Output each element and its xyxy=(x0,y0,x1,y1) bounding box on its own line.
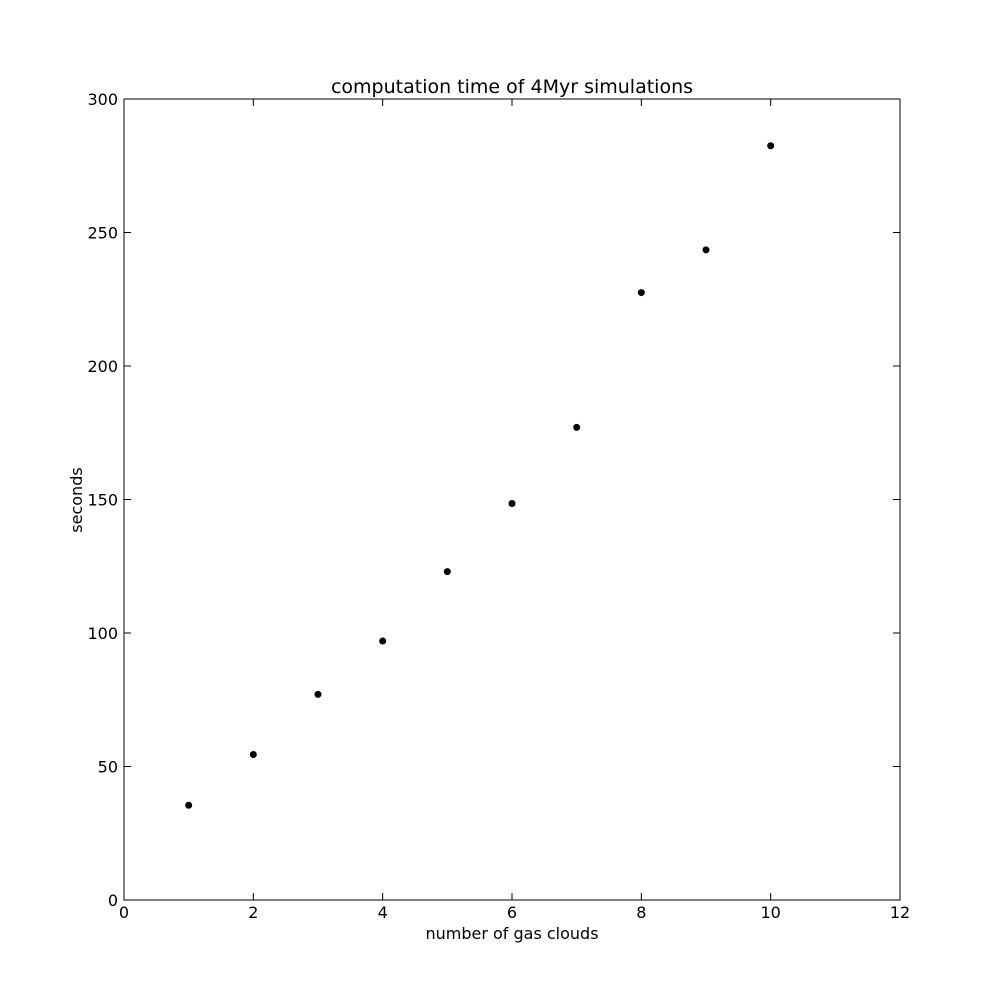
data-point xyxy=(637,289,645,297)
scatter-points xyxy=(185,142,775,809)
data-point xyxy=(702,246,710,254)
data-point xyxy=(767,142,775,150)
data-point xyxy=(573,423,581,431)
x-tick-label: 0 xyxy=(119,903,129,922)
y-tick-label: 150 xyxy=(87,491,118,510)
x-tick-label: 12 xyxy=(890,903,910,922)
data-point xyxy=(443,568,451,576)
data-point xyxy=(508,500,516,508)
x-tick-label: 6 xyxy=(507,903,517,922)
x-tick-label: 2 xyxy=(248,903,258,922)
y-tick-label: 100 xyxy=(87,624,118,643)
x-axis-label: number of gas clouds xyxy=(425,924,598,943)
y-axis-label: seconds xyxy=(67,467,86,532)
x-tick-label: 10 xyxy=(760,903,780,922)
y-tick-label: 300 xyxy=(87,90,118,109)
chart-title: computation time of 4Myr simulations xyxy=(331,76,693,98)
data-point xyxy=(314,690,322,698)
y-axis-ticks: 0 50 100 150 200 250 300 xyxy=(87,90,900,910)
x-tick-label: 4 xyxy=(378,903,388,922)
y-tick-label: 250 xyxy=(87,224,118,243)
data-point xyxy=(185,801,193,809)
y-tick-label: 50 xyxy=(98,758,118,777)
data-point xyxy=(249,750,257,758)
plot-frame xyxy=(123,98,901,901)
y-tick-label: 0 xyxy=(108,891,118,910)
data-point xyxy=(379,637,387,645)
x-tick-label: 8 xyxy=(636,903,646,922)
y-tick-label: 200 xyxy=(87,357,118,376)
x-axis-ticks: 0 2 4 6 8 10 12 xyxy=(119,99,910,922)
